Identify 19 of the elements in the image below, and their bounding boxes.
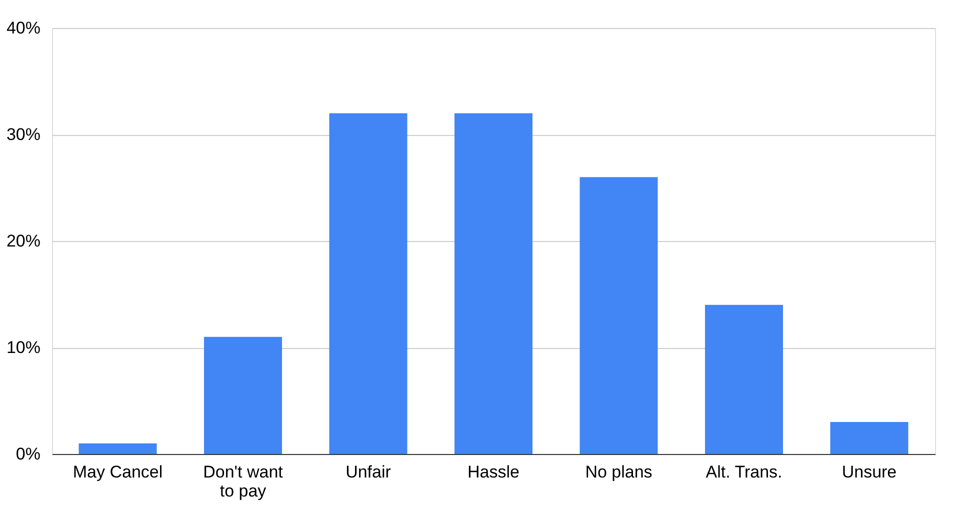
bar [704,304,783,454]
x-tick-label: No plans [585,462,652,482]
bar [580,177,658,454]
x-tick-label: May Cancel [72,462,163,482]
bar [78,443,157,454]
y-tick-label: 10% [6,338,40,357]
x-tick-label: Unfair [346,462,392,482]
bar [830,422,908,454]
bar [204,336,282,454]
x-tick-label: Alt. Trans. [706,462,782,482]
y-tick-label: 20% [6,232,40,250]
y-tick-label: 40% [6,18,40,38]
x-tick-label: Unsure [842,462,897,482]
y-tick-label: 0% [16,444,40,464]
x-tick-label: Don't want to pay [203,462,284,500]
bar [329,113,408,454]
bar [454,113,532,454]
y-tick-label: 30% [6,125,40,144]
x-tick-label: Hassle [468,462,520,482]
